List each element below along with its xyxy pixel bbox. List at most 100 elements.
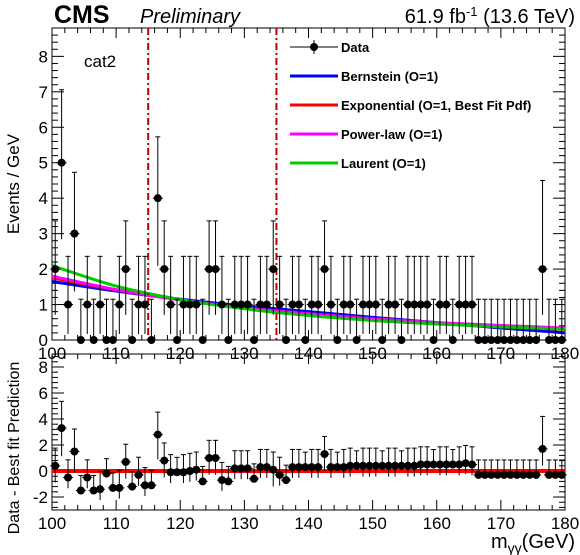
- data-point: [140, 300, 149, 309]
- data-point: [275, 470, 284, 479]
- data-point: [108, 336, 117, 344]
- y-tick-label: 5: [39, 154, 48, 173]
- data-point: [173, 336, 182, 344]
- data-point: [64, 300, 73, 309]
- data-point: [455, 300, 464, 309]
- data-point: [128, 336, 137, 344]
- y-tick-label: 2: [39, 260, 48, 279]
- data-point: [519, 470, 528, 479]
- data-point: [102, 336, 111, 344]
- data-point: [429, 336, 438, 344]
- data-point: [320, 450, 329, 459]
- data-point: [217, 300, 226, 309]
- luminosity-value: 61.9 fb: [405, 6, 466, 28]
- data-point: [525, 336, 534, 344]
- legend-entry: Data: [341, 40, 370, 55]
- data-point: [211, 454, 220, 462]
- data-point: [493, 470, 502, 479]
- data-point: [262, 300, 271, 309]
- data-point: [217, 476, 226, 485]
- data-point: [249, 336, 258, 344]
- x-axis-symbol: m: [491, 531, 508, 553]
- data-point: [230, 464, 239, 473]
- data-point: [282, 336, 291, 344]
- data-point: [256, 300, 265, 309]
- x-tick-label: 110: [103, 514, 130, 533]
- data-point: [500, 470, 509, 479]
- data-point: [173, 468, 182, 477]
- data-point: [70, 229, 79, 238]
- y-tick-label: 0: [39, 331, 48, 350]
- data-point: [474, 470, 483, 479]
- data-point: [147, 336, 156, 344]
- data-point: [51, 461, 60, 470]
- data-point: [455, 460, 464, 469]
- data-point: [160, 265, 169, 274]
- data-point: [307, 463, 316, 472]
- fit-curve-power-law: [51, 274, 566, 330]
- y-tick-label: 1: [39, 296, 48, 315]
- data-point: [320, 265, 329, 274]
- data-point: [506, 470, 515, 479]
- top-y-axis-label: Events / GeV: [4, 133, 23, 234]
- data-point: [166, 300, 175, 309]
- data-point: [83, 300, 92, 309]
- x-tick-label: 130: [230, 514, 258, 533]
- x-tick-label: 100: [38, 514, 66, 533]
- data-point: [410, 300, 419, 309]
- data-point: [256, 463, 265, 472]
- data-point: [448, 336, 457, 344]
- data-point: [359, 461, 368, 470]
- data-point: [544, 336, 553, 344]
- data-point: [96, 485, 105, 494]
- data-point: [326, 463, 335, 472]
- data-point: [352, 336, 361, 344]
- data-point: [538, 444, 547, 453]
- data-point: [532, 336, 541, 344]
- y-tick-label: 3: [39, 225, 48, 244]
- data-point: [551, 336, 560, 344]
- data-point: [160, 456, 169, 465]
- data-point: [512, 336, 521, 344]
- legend-marker: [310, 43, 318, 51]
- y-tick-label: -2: [33, 488, 48, 507]
- legend-entry: Power-law (O=1): [341, 127, 443, 142]
- data-point: [57, 424, 66, 433]
- data-point: [275, 300, 284, 309]
- y-tick-label: 6: [39, 118, 48, 137]
- data-point: [237, 464, 246, 473]
- data-point: [384, 300, 393, 309]
- x-axis-subscript: γγ: [508, 540, 522, 555]
- data-point: [96, 300, 105, 309]
- data-point: [391, 300, 400, 309]
- data-point: [294, 463, 303, 472]
- data-point: [416, 300, 425, 309]
- x-tick-label: 170: [487, 514, 515, 533]
- y-tick-label: 4: [39, 410, 48, 429]
- data-point: [205, 454, 214, 462]
- data-point: [134, 300, 143, 309]
- y-tick-label: 2: [39, 436, 48, 455]
- data-point: [243, 300, 252, 309]
- data-point: [544, 470, 553, 479]
- y-tick-label: 7: [39, 83, 48, 102]
- data-point: [519, 336, 528, 344]
- data-point: [108, 483, 117, 492]
- data-point: [468, 460, 477, 469]
- data-point: [282, 476, 291, 485]
- data-point: [76, 336, 85, 344]
- data-point: [403, 461, 412, 470]
- y-tick-label: 8: [39, 47, 48, 66]
- data-point: [461, 459, 470, 468]
- data-point: [102, 469, 111, 478]
- x-tick-label: 160: [423, 514, 451, 533]
- data-point: [359, 300, 368, 309]
- data-point: [179, 300, 188, 309]
- data-point: [538, 265, 547, 274]
- data-point: [378, 461, 387, 470]
- data-point: [403, 300, 412, 309]
- data-point: [506, 336, 515, 344]
- data-point: [493, 336, 502, 344]
- data-point: [346, 461, 355, 470]
